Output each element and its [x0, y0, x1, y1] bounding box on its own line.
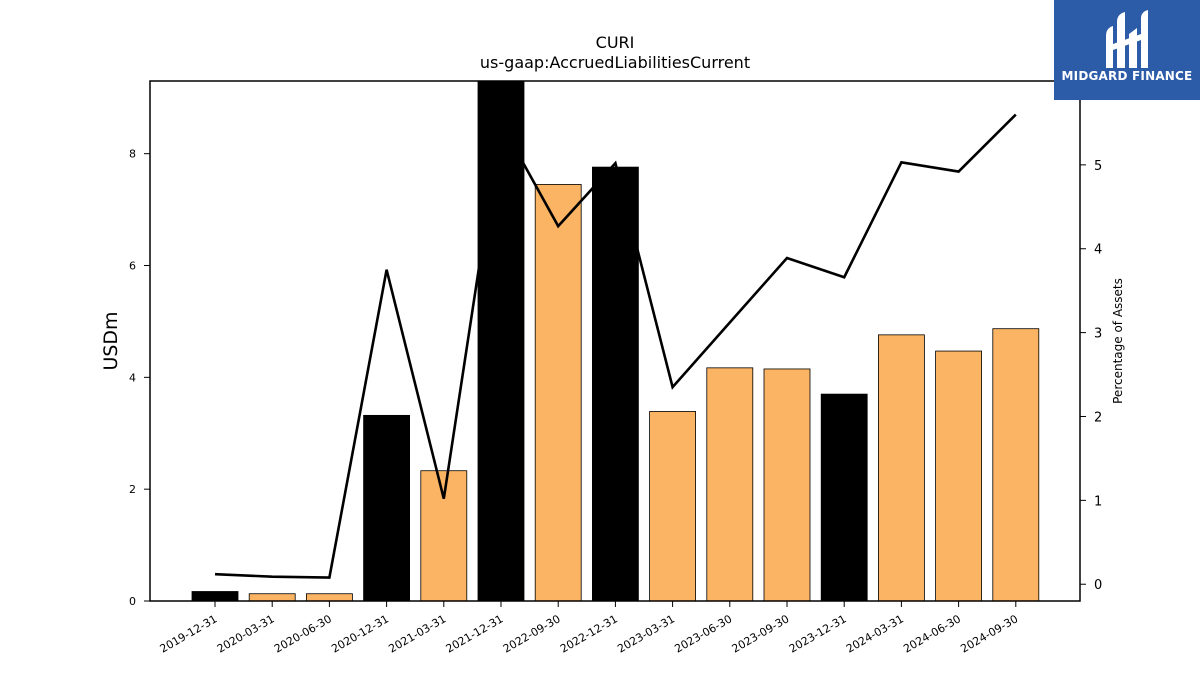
- y-tick-label: 2: [129, 483, 136, 496]
- bar-2024-09-30: [992, 328, 1040, 602]
- y2-tick-label: 0: [1094, 578, 1102, 593]
- bar-2023-06-30: [706, 367, 754, 602]
- x-tick-label: 2020-06-30: [272, 612, 334, 655]
- line-series: [214, 113, 1017, 579]
- y-axis-label: USDm: [100, 311, 122, 370]
- bar-2023-12-31: [820, 393, 868, 602]
- x-tick-label: 2023-03-31: [615, 612, 677, 655]
- x-tick-label: 2020-12-31: [329, 612, 391, 655]
- bar-series: [191, 80, 1040, 602]
- x-tick-label: 2022-12-31: [558, 612, 620, 655]
- bar-2024-06-30: [935, 350, 982, 602]
- y2-axis-label: Percentage of Assets: [1111, 278, 1125, 404]
- x-tick-label: 2019-12-31: [158, 612, 220, 655]
- y-axis-ticks: 0 2 4 6 8: [129, 148, 150, 608]
- x-tick-label: 2024-06-30: [901, 612, 963, 655]
- x-tick-label: 2021-03-31: [386, 612, 448, 655]
- logo-text: MIDGARD FINANCE: [1061, 69, 1193, 83]
- y2-tick-label: 2: [1094, 410, 1102, 425]
- chart-subtitle: us-gaap:AccruedLiabilitiesCurrent: [480, 53, 750, 72]
- y-tick-label: 0: [129, 595, 136, 608]
- x-tick-label: 2024-09-30: [958, 612, 1020, 655]
- y2-tick-label: 5: [1094, 159, 1102, 174]
- y2-axis-ticks: 0 1 2 3 4 5: [1080, 159, 1102, 593]
- bar-2023-09-30: [763, 368, 811, 602]
- midgard-finance-logo: MIDGARD FINANCE: [1054, 0, 1200, 100]
- bar-2019-12-31: [191, 591, 239, 602]
- x-tick-label: 2020-03-31: [215, 612, 277, 655]
- bar-2024-03-31: [878, 334, 925, 602]
- bar-2022-12-31: [592, 166, 639, 602]
- x-tick-label: 2023-09-30: [730, 612, 792, 655]
- y-tick-label: 6: [129, 260, 136, 273]
- y-tick-label: 8: [129, 148, 136, 161]
- x-axis-ticks: 2019-12-312020-03-312020-06-302020-12-31…: [158, 601, 1020, 656]
- y2-tick-label: 3: [1094, 327, 1102, 342]
- bar-2020-03-31: [248, 593, 296, 602]
- percentage-line: [214, 113, 1017, 579]
- bar-2023-03-31: [649, 411, 696, 602]
- y-tick-label: 4: [129, 371, 136, 384]
- bar-2022-09-30: [534, 184, 582, 602]
- x-tick-label: 2024-03-31: [844, 612, 906, 655]
- x-tick-label: 2021-12-31: [444, 612, 506, 655]
- x-tick-label: 2023-06-30: [672, 612, 734, 655]
- bar-2020-12-31: [363, 414, 411, 602]
- x-tick-label: 2023-12-31: [787, 612, 849, 655]
- x-tick-label: 2022-09-30: [501, 612, 563, 655]
- bar-2021-12-31: [477, 80, 525, 602]
- chart-title: CURI: [596, 33, 635, 52]
- bar-2020-06-30: [305, 593, 353, 602]
- y2-tick-label: 1: [1094, 494, 1102, 509]
- midgard-logo-icon: [1106, 10, 1148, 68]
- y2-tick-label: 4: [1094, 243, 1102, 258]
